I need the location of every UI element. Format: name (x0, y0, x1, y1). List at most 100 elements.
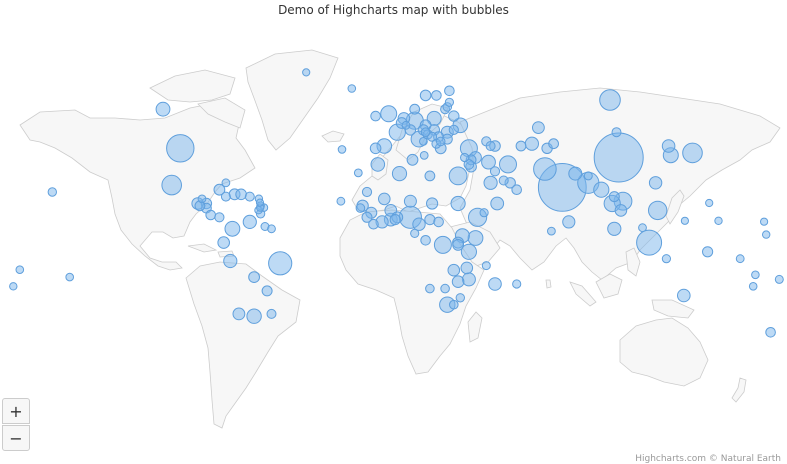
bubble-point-137[interactable] (449, 299, 459, 310)
bubble-point-27[interactable] (467, 230, 484, 246)
bubble-point-16[interactable] (433, 235, 452, 254)
bubble-point-5[interactable] (533, 157, 557, 181)
bubble-point-142[interactable] (455, 293, 465, 303)
credits-link[interactable]: Highcharts.com © Natural Earth (635, 454, 781, 464)
bubble-point-4[interactable] (268, 251, 293, 276)
bubble-point-166[interactable] (751, 270, 760, 280)
bubble-point-120[interactable] (214, 212, 225, 223)
bubble-point-139[interactable] (420, 127, 431, 137)
bubble-series[interactable] (9, 68, 784, 338)
bubble-point-176[interactable] (714, 216, 723, 226)
bubble-point-158[interactable] (336, 196, 346, 206)
bubble-point-164[interactable] (419, 151, 429, 160)
bubble-point-152[interactable] (583, 171, 593, 181)
bubble-point-94[interactable] (389, 214, 401, 226)
bubble-point-9[interactable] (161, 174, 182, 196)
bubble-point-161[interactable] (547, 226, 556, 236)
zoom-in-button[interactable]: + (2, 398, 30, 424)
bubble-point-134[interactable] (425, 283, 435, 294)
bubble-point-33[interactable] (450, 195, 466, 212)
bubble-point-83[interactable] (369, 142, 382, 155)
bubble-point-75[interactable] (213, 183, 226, 196)
bubble-point-154[interactable] (735, 254, 745, 264)
bubble-point-119[interactable] (361, 186, 373, 198)
bubble-point-112[interactable] (765, 327, 776, 338)
bubble-point-160[interactable] (638, 223, 647, 233)
bubble-point-157[interactable] (419, 137, 428, 146)
bubble-point-144[interactable] (410, 228, 420, 238)
bubble-point-117[interactable] (463, 159, 475, 170)
bubble-point-165[interactable] (347, 84, 357, 93)
bubble-point-168[interactable] (748, 282, 758, 291)
bubble-point-39[interactable] (483, 175, 498, 190)
bubble-point-47[interactable] (490, 196, 505, 211)
bubble-point-56[interactable] (403, 194, 417, 208)
bubble-point-126[interactable] (611, 127, 622, 138)
bubble-point-143[interactable] (47, 187, 57, 197)
bubble-point-3[interactable] (636, 229, 663, 256)
bubble-point-159[interactable] (353, 168, 363, 178)
bubble-point-149[interactable] (479, 208, 489, 218)
bubble-point-174[interactable] (762, 230, 771, 239)
bubble-point-41[interactable] (223, 253, 238, 269)
bubble-point-105[interactable] (424, 170, 436, 182)
bubble-point-50[interactable] (677, 288, 691, 303)
bubble-point-125[interactable] (244, 191, 255, 202)
bubble-point-11[interactable] (648, 200, 668, 221)
bubble-point-48[interactable] (661, 139, 676, 153)
bubble-point-13[interactable] (448, 166, 468, 186)
bubble-point-40[interactable] (524, 136, 540, 151)
bubble-point-67[interactable] (614, 204, 628, 217)
bubble-point-115[interactable] (370, 110, 381, 122)
bubble-point-58[interactable] (232, 307, 246, 321)
bubble-point-180[interactable] (302, 68, 311, 77)
bubble-point-111[interactable] (431, 90, 442, 101)
bubble-point-8[interactable] (599, 89, 621, 111)
bubble-point-45[interactable] (568, 166, 583, 181)
bubble-point-31[interactable] (246, 308, 262, 324)
bubble-point-156[interactable] (401, 120, 411, 130)
bubble-point-42[interactable] (242, 214, 257, 229)
bubble-point-95[interactable] (702, 246, 714, 258)
bubble-point-155[interactable] (267, 224, 276, 234)
bubble-point-61[interactable] (378, 192, 391, 206)
bubble-point-146[interactable] (444, 97, 454, 107)
zoom-out-button[interactable]: − (2, 425, 30, 451)
bubble-point-145[interactable] (512, 279, 522, 289)
bubble-point-64[interactable] (447, 263, 461, 277)
bubble-point-151[interactable] (481, 261, 491, 271)
bubble-point-82[interactable] (235, 188, 247, 201)
bubble-point-183[interactable] (680, 216, 690, 225)
bubble-point-62[interactable] (460, 261, 474, 275)
bubble-point-171[interactable] (15, 265, 25, 275)
bubble-point-77[interactable] (452, 239, 465, 251)
bubble-point-128[interactable] (266, 308, 277, 319)
bubble-point-38[interactable] (370, 157, 386, 172)
bubble-point-51[interactable] (412, 217, 426, 231)
bubble-point-101[interactable] (608, 191, 620, 203)
bubble-point-25[interactable] (460, 243, 477, 260)
bubble-point-54[interactable] (562, 215, 576, 229)
bubble-point-162[interactable] (197, 194, 207, 204)
bubble-point-43[interactable] (607, 221, 622, 236)
bubble-point-109[interactable] (444, 85, 455, 97)
bubble-point-68[interactable] (451, 275, 465, 289)
bubble-point-32[interactable] (391, 166, 408, 182)
bubble-point-60[interactable] (532, 121, 545, 134)
bubble-point-147[interactable] (661, 254, 672, 264)
bubble-point-127[interactable] (485, 141, 496, 151)
bubble-point-76[interactable] (406, 153, 419, 166)
bubble-point-169[interactable] (65, 272, 74, 282)
bubble-point-114[interactable] (511, 184, 523, 195)
bubble-point-110[interactable] (420, 235, 431, 246)
bubble-point-133[interactable] (498, 175, 509, 186)
bubble-point-181[interactable] (705, 198, 714, 208)
bubble-point-88[interactable] (448, 110, 460, 122)
bubble-point-49[interactable] (488, 277, 502, 291)
bubble-point-163[interactable] (221, 178, 231, 188)
bubble-point-150[interactable] (774, 274, 784, 284)
bubble-point-36[interactable] (481, 154, 496, 170)
bubble-point-122[interactable] (448, 124, 459, 135)
bubble-point-113[interactable] (205, 209, 216, 221)
